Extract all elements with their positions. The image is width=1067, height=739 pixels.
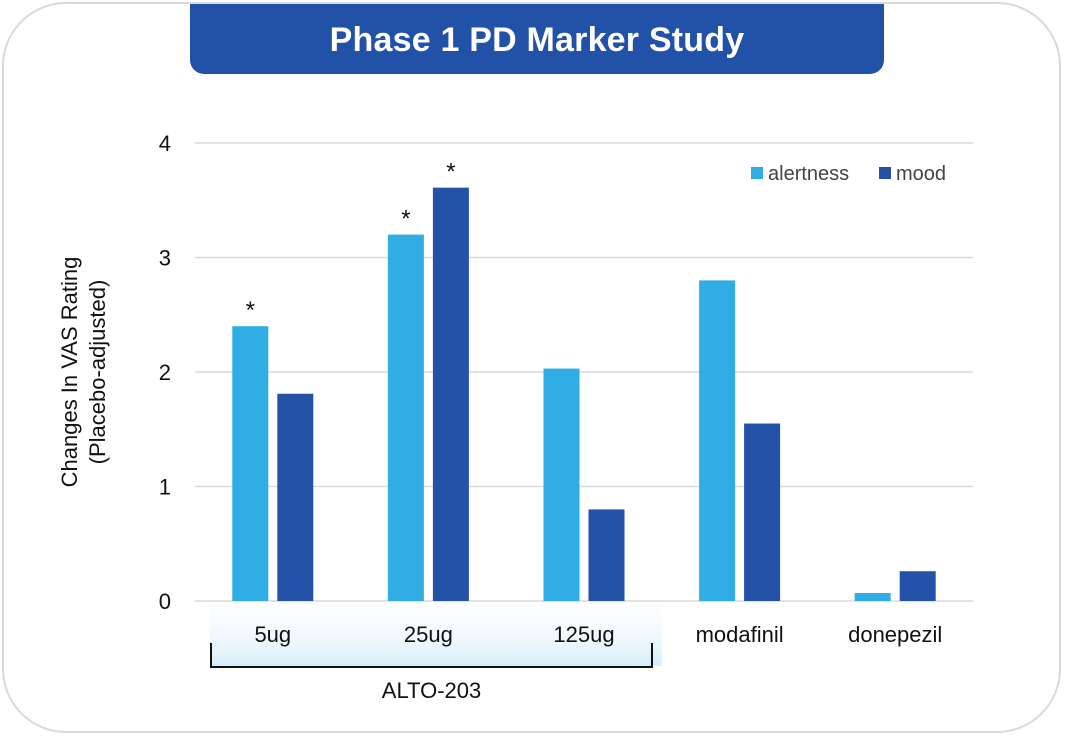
- bar-alertness-25ug: [387, 234, 424, 601]
- x-tick-label: 5ug: [254, 622, 291, 647]
- legend-label-mood: mood: [896, 163, 946, 185]
- title-banner: Phase 1 PD Marker Study: [190, 4, 884, 74]
- y-tick-label: 3: [159, 246, 171, 271]
- group-label: ALTO-203: [382, 678, 481, 703]
- bar-alertness-125ug: [543, 368, 580, 601]
- significance-marker: *: [401, 206, 410, 233]
- chart-title: Phase 1 PD Marker Study: [329, 20, 745, 59]
- y-tick-label: 0: [159, 589, 171, 614]
- y-tick-label: 2: [159, 360, 171, 385]
- x-tick-label: 25ug: [404, 622, 453, 647]
- y-tick-label: 4: [159, 131, 171, 156]
- significance-marker: *: [246, 297, 255, 324]
- significance-marker: *: [446, 159, 455, 186]
- bar-mood-125ug: [588, 509, 625, 601]
- bar-alertness-modafinil: [699, 280, 736, 601]
- x-tick-label: donepezil: [848, 622, 942, 647]
- bar-mood-modafinil: [744, 423, 781, 601]
- y-tick-label: 1: [159, 475, 171, 500]
- group-bracket: [210, 643, 653, 668]
- bar-mood-5ug: [277, 393, 314, 601]
- bar-alertness-donepezil: [854, 592, 891, 601]
- x-tick-label: modafinil: [696, 622, 784, 647]
- legend-swatch-mood: [879, 167, 891, 179]
- bar-mood-25ug: [432, 187, 469, 601]
- legend-label-alertness: alertness: [768, 163, 849, 185]
- x-tick-label: 125ug: [553, 622, 614, 647]
- legend-swatch-alertness: [751, 167, 763, 179]
- bar-mood-donepezil: [899, 571, 936, 601]
- bar-alertness-5ug: [232, 326, 269, 601]
